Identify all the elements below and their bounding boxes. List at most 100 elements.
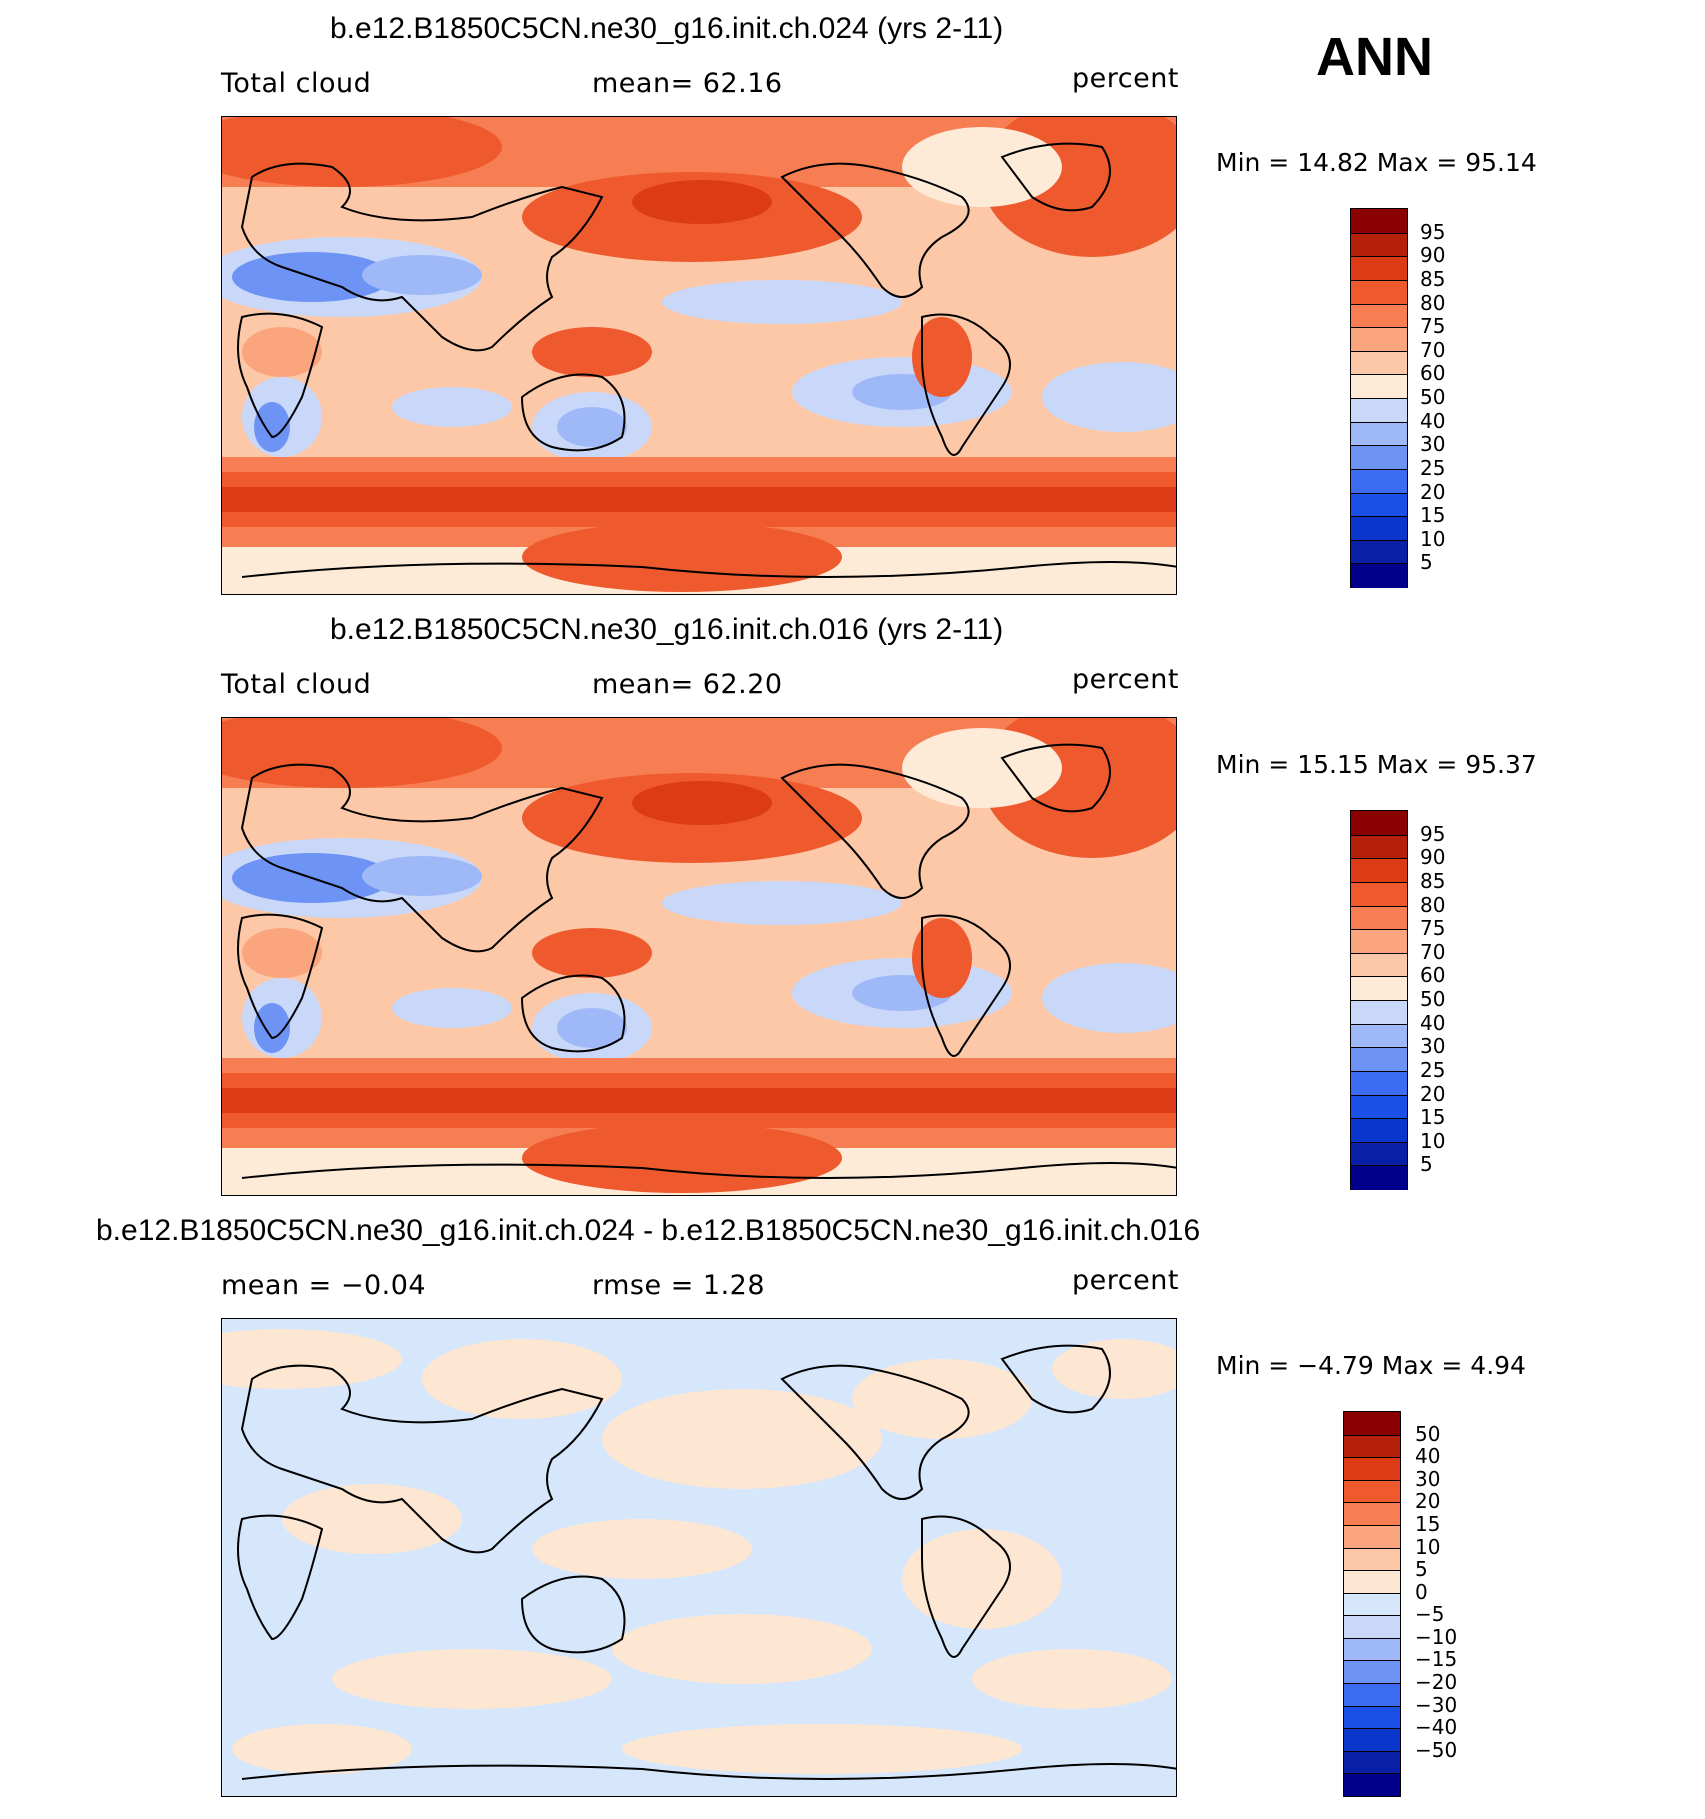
colorbar-tick-label: 30 — [1415, 1466, 1441, 1491]
colorbar-tick-label: 15 — [1420, 1105, 1446, 1130]
colorbar-swatch — [1351, 279, 1407, 304]
colorbar-tick-label: 70 — [1420, 939, 1446, 964]
colorbar-tick-label: 40 — [1420, 1010, 1446, 1035]
colorbar-tick-label: 30 — [1420, 1034, 1446, 1059]
colorbar-swatch — [1344, 1750, 1400, 1774]
colorbar-swatch — [1351, 350, 1407, 375]
colorbar-tick-label: 25 — [1420, 455, 1446, 480]
colorbar-swatch — [1351, 303, 1407, 328]
colorbar-tick-label: 95 — [1420, 219, 1446, 244]
colorbar-tick-label: 50 — [1415, 1421, 1441, 1446]
panel-3-units-label: percent — [1072, 1265, 1179, 1296]
colorbar-swatch — [1344, 1615, 1400, 1639]
panel-3-map — [221, 1318, 1177, 1797]
panel-1-title: b.e12.B1850C5CN.ne30_g16.init.ch.024 (yr… — [330, 12, 1004, 45]
colorbar-tick-label: 80 — [1420, 892, 1446, 917]
panel-3-minmax: Min = −4.79 Max = 4.94 — [1216, 1351, 1526, 1380]
panel-3-map-svg — [222, 1319, 1176, 1796]
colorbar-swatch — [1344, 1524, 1400, 1549]
panel-2-variable-label: Total cloud — [221, 669, 372, 700]
colorbar-tick-label: −30 — [1415, 1692, 1458, 1717]
colorbar-tick-label: −20 — [1415, 1670, 1458, 1695]
colorbar-tick-label: 10 — [1420, 1128, 1446, 1153]
colorbar-tick-label: 25 — [1420, 1057, 1446, 1082]
colorbar-swatch — [1344, 1705, 1400, 1729]
colorbar-tick-label: −40 — [1415, 1715, 1458, 1740]
colorbar-swatch — [1351, 858, 1407, 883]
colorbar-tick-label: 50 — [1420, 987, 1446, 1011]
colorbar-tick-label: −10 — [1415, 1624, 1458, 1649]
colorbar-tick-label: 95 — [1420, 821, 1446, 846]
panel-2-minmax: Min = 15.15 Max = 95.37 — [1216, 750, 1537, 779]
colorbar-swatch — [1344, 1457, 1400, 1481]
panel-1-mean-label: mean= 62.16 — [592, 68, 783, 99]
colorbar-swatch — [1344, 1547, 1400, 1571]
panel-2-map — [221, 717, 1177, 1196]
colorbar-swatch — [1351, 1000, 1407, 1025]
colorbar-swatch — [1344, 1479, 1400, 1503]
colorbar-swatch — [1351, 1141, 1407, 1166]
colorbar-swatch — [1351, 209, 1407, 234]
colorbar-swatch — [1344, 1660, 1400, 1684]
panel-2-mean-label: mean= 62.20 — [592, 669, 783, 700]
colorbar-swatch — [1351, 1047, 1407, 1072]
panel-3-mean-label: mean = −0.04 — [221, 1270, 427, 1301]
colorbar-swatch — [1351, 1023, 1407, 1048]
colorbar-tick-label: 40 — [1420, 408, 1446, 433]
colorbar-swatch — [1351, 421, 1407, 446]
colorbar-swatch — [1351, 929, 1407, 954]
colorbar-swatch — [1344, 1570, 1400, 1594]
colorbar-swatch — [1344, 1683, 1400, 1707]
colorbar-tick-label: 20 — [1415, 1489, 1441, 1514]
colorbar-swatch — [1351, 976, 1407, 1001]
panel-3-rmse-label: rmse = 1.28 — [592, 1270, 766, 1301]
colorbar-tick-label: 80 — [1420, 290, 1446, 315]
panel-1-colorbar: 95 90 85 80 75 70 60 50 40 30 25 20 15 10 5 — [1350, 208, 1510, 588]
colorbar-swatch — [1351, 1118, 1407, 1143]
colorbar-swatch — [1351, 516, 1407, 541]
panel-2-map-svg — [222, 718, 1176, 1195]
colorbar-tick-label: 30 — [1420, 432, 1446, 457]
colorbar-swatch — [1344, 1592, 1400, 1616]
panel-3-title: b.e12.B1850C5CN.ne30_g16.init.ch.024 - b… — [96, 1214, 1201, 1247]
season-label: ANN — [1316, 27, 1433, 87]
colorbar-tick-label: 90 — [1420, 845, 1446, 870]
panel-2-colorbar: 95 90 85 80 75 70 60 50 40 30 25 20 15 10 5 — [1350, 810, 1510, 1190]
colorbar-swatch — [1351, 905, 1407, 930]
colorbar-swatch — [1344, 1728, 1400, 1752]
colorbar-tick-label: 15 — [1415, 1511, 1441, 1536]
colorbar-swatch — [1351, 563, 1407, 588]
colorbar-swatch — [1344, 1773, 1400, 1797]
colorbar-swatch — [1351, 445, 1407, 470]
colorbar-tick-label: 10 — [1415, 1534, 1441, 1559]
colorbar-tick-label: 75 — [1420, 916, 1446, 941]
colorbar-swatch — [1351, 468, 1407, 493]
colorbar-swatch — [1344, 1412, 1400, 1436]
colorbar-swatch — [1351, 1070, 1407, 1095]
colorbar-swatch — [1351, 1094, 1407, 1119]
colorbar-tick-label: 60 — [1420, 963, 1446, 988]
colorbar-tick-label: 85 — [1420, 266, 1446, 291]
colorbar-swatch — [1351, 834, 1407, 859]
colorbar-swatch — [1351, 256, 1407, 281]
colorbar-tick-label: 15 — [1420, 503, 1446, 528]
colorbar-swatch — [1351, 952, 1407, 977]
colorbar-tick-label: 50 — [1420, 385, 1446, 409]
colorbar-tick-label: 20 — [1420, 1081, 1446, 1106]
colorbar-swatch — [1351, 811, 1407, 836]
colorbar-tick-label: 10 — [1420, 526, 1446, 551]
colorbar-swatch — [1344, 1502, 1400, 1526]
colorbar-swatch — [1351, 492, 1407, 517]
colorbar-tick-label: 0 — [1415, 1579, 1428, 1604]
colorbar-tick-label: 5 — [1420, 1152, 1433, 1177]
colorbar-swatch — [1351, 1165, 1407, 1190]
panel-1-map-svg — [222, 117, 1176, 594]
colorbar-tick-label: −5 — [1415, 1602, 1445, 1627]
colorbar-tick-label: 85 — [1420, 868, 1446, 893]
colorbar-tick-label: 20 — [1420, 479, 1446, 504]
colorbar-swatch — [1351, 232, 1407, 257]
colorbar-swatch — [1351, 374, 1407, 399]
colorbar-tick-label: −50 — [1415, 1737, 1458, 1762]
colorbar-tick-label: 75 — [1420, 314, 1446, 339]
colorbar-tick-label: 40 — [1415, 1444, 1441, 1469]
